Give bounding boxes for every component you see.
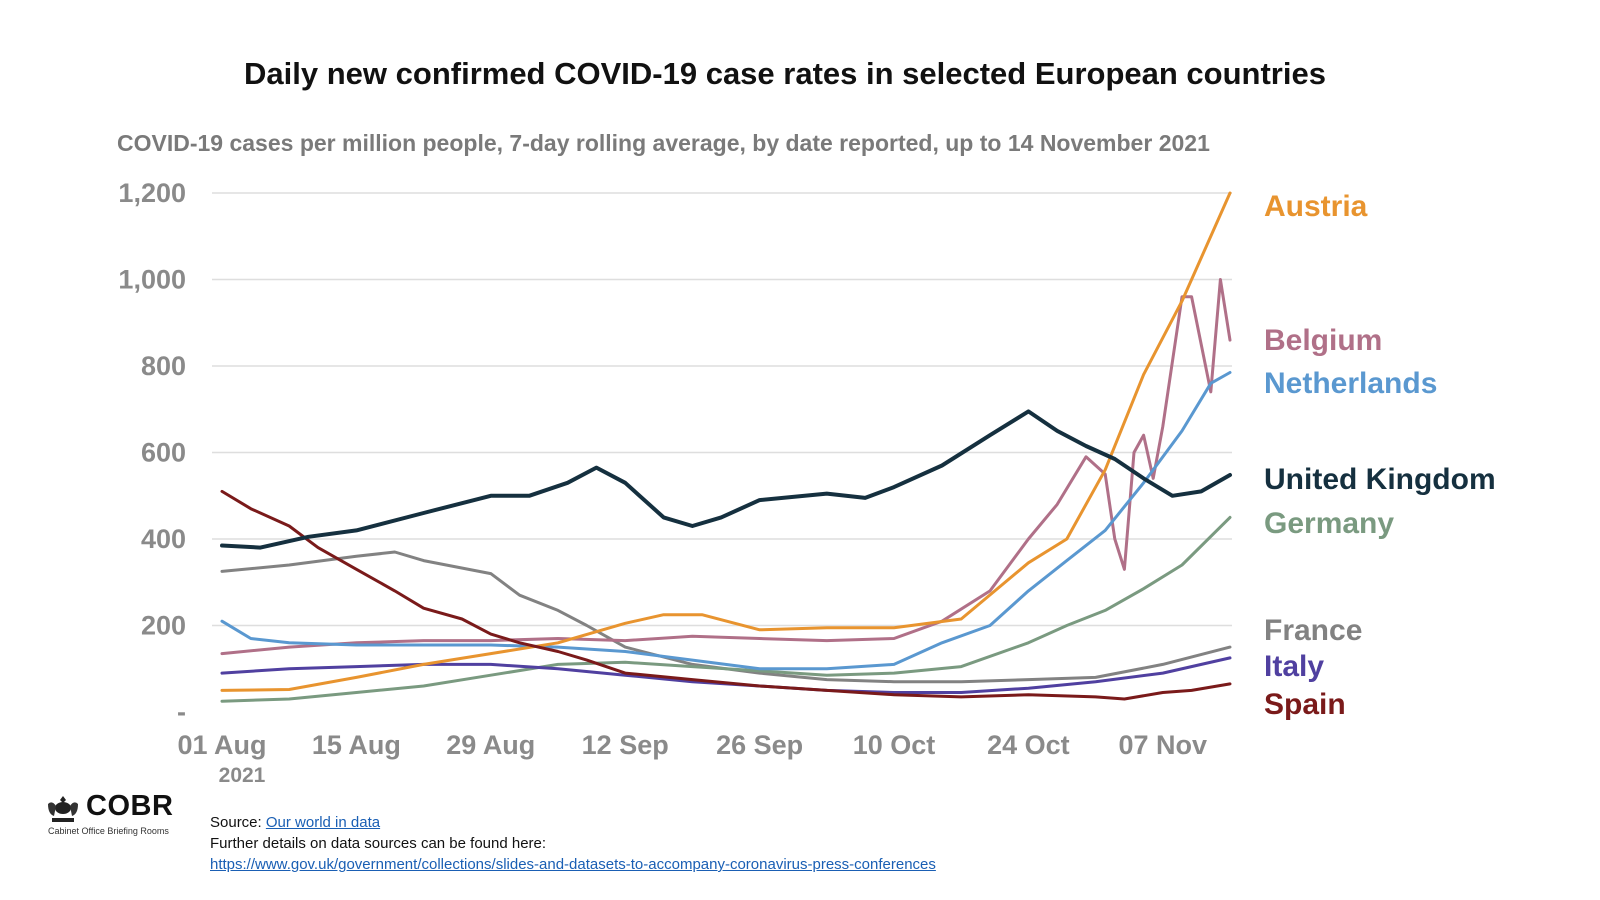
series-line-spain [220,489,1232,701]
x-tick-label: 01 Aug [177,730,266,760]
page-title: Daily new confirmed COVID-19 case rates … [244,56,1326,91]
x-tick-label: 26 Sep [716,730,803,760]
logo-text: COBR [86,790,174,822]
series-label-germany: Germany [1264,507,1394,540]
series-label-austria: Austria [1264,190,1368,223]
x-axis-ticks: 01 Aug 15 Aug 29 Aug 12 Sep 26 Sep 10 Oct 24 O… [177,730,1207,787]
source-link[interactable]: Our world in data [265,814,381,831]
series-line-austria [220,191,1232,692]
logo-subtext: Cabinet Office Briefing Rooms [48,826,169,836]
grid-lines [212,192,1232,627]
x-tick-label: 10 Oct [853,730,936,760]
source-prefix: Source: [210,814,266,831]
x-tick-label: 15 Aug [312,730,401,760]
cobr-logo: COBR Cabinet Office Briefing Rooms [44,790,194,842]
series-line-netherlands [220,371,1232,671]
y-tick-label: - [177,697,186,727]
y-tick-label: 200 [141,611,186,641]
source-notes: Source: Our world in data Further detail… [210,812,936,875]
chart-subtitle: COVID-19 cases per million people, 7-day… [117,130,1210,156]
source-line: Source: Our world in data [210,812,936,833]
details-text: Further details on data sources can be f… [210,835,547,852]
series-line-france [220,550,1232,684]
series-label-netherlands: Netherlands [1264,367,1437,400]
x-tick-label: 07 Nov [1119,730,1208,760]
series-line-germany [220,515,1232,703]
series-label-belgium: Belgium [1264,324,1382,357]
series-label-united-kingdom: United Kingdom [1264,463,1496,496]
series-line-belgium [220,278,1232,656]
x-year-label: 2021 [219,764,266,787]
series-label-italy: Italy [1264,650,1324,683]
y-tick-label: 1,200 [118,178,186,208]
y-tick-label: 400 [141,524,186,554]
y-axis-ticks: - 200 400 600 800 1,000 1,200 [118,178,186,727]
details-link[interactable]: https://www.gov.uk/government/collection… [210,856,936,873]
royal-crest-icon [48,796,78,822]
x-tick-label: 24 Oct [987,730,1070,760]
x-tick-label: 12 Sep [582,730,669,760]
series-labels: Austria Belgium Netherlands United Kingdom G… [1264,190,1496,721]
series-lines [220,191,1232,703]
series-label-france: France [1264,614,1362,647]
series-line-united-kingdom [220,409,1232,550]
x-tick-label: 29 Aug [446,730,535,760]
y-tick-label: 1,000 [118,265,186,295]
y-tick-label: 800 [141,351,186,381]
y-tick-label: 600 [141,438,186,468]
line-chart: - 200 400 600 800 1,000 1,200 01 Aug 15 Aug 29 A… [118,178,1496,787]
series-label-spain: Spain [1264,688,1346,721]
